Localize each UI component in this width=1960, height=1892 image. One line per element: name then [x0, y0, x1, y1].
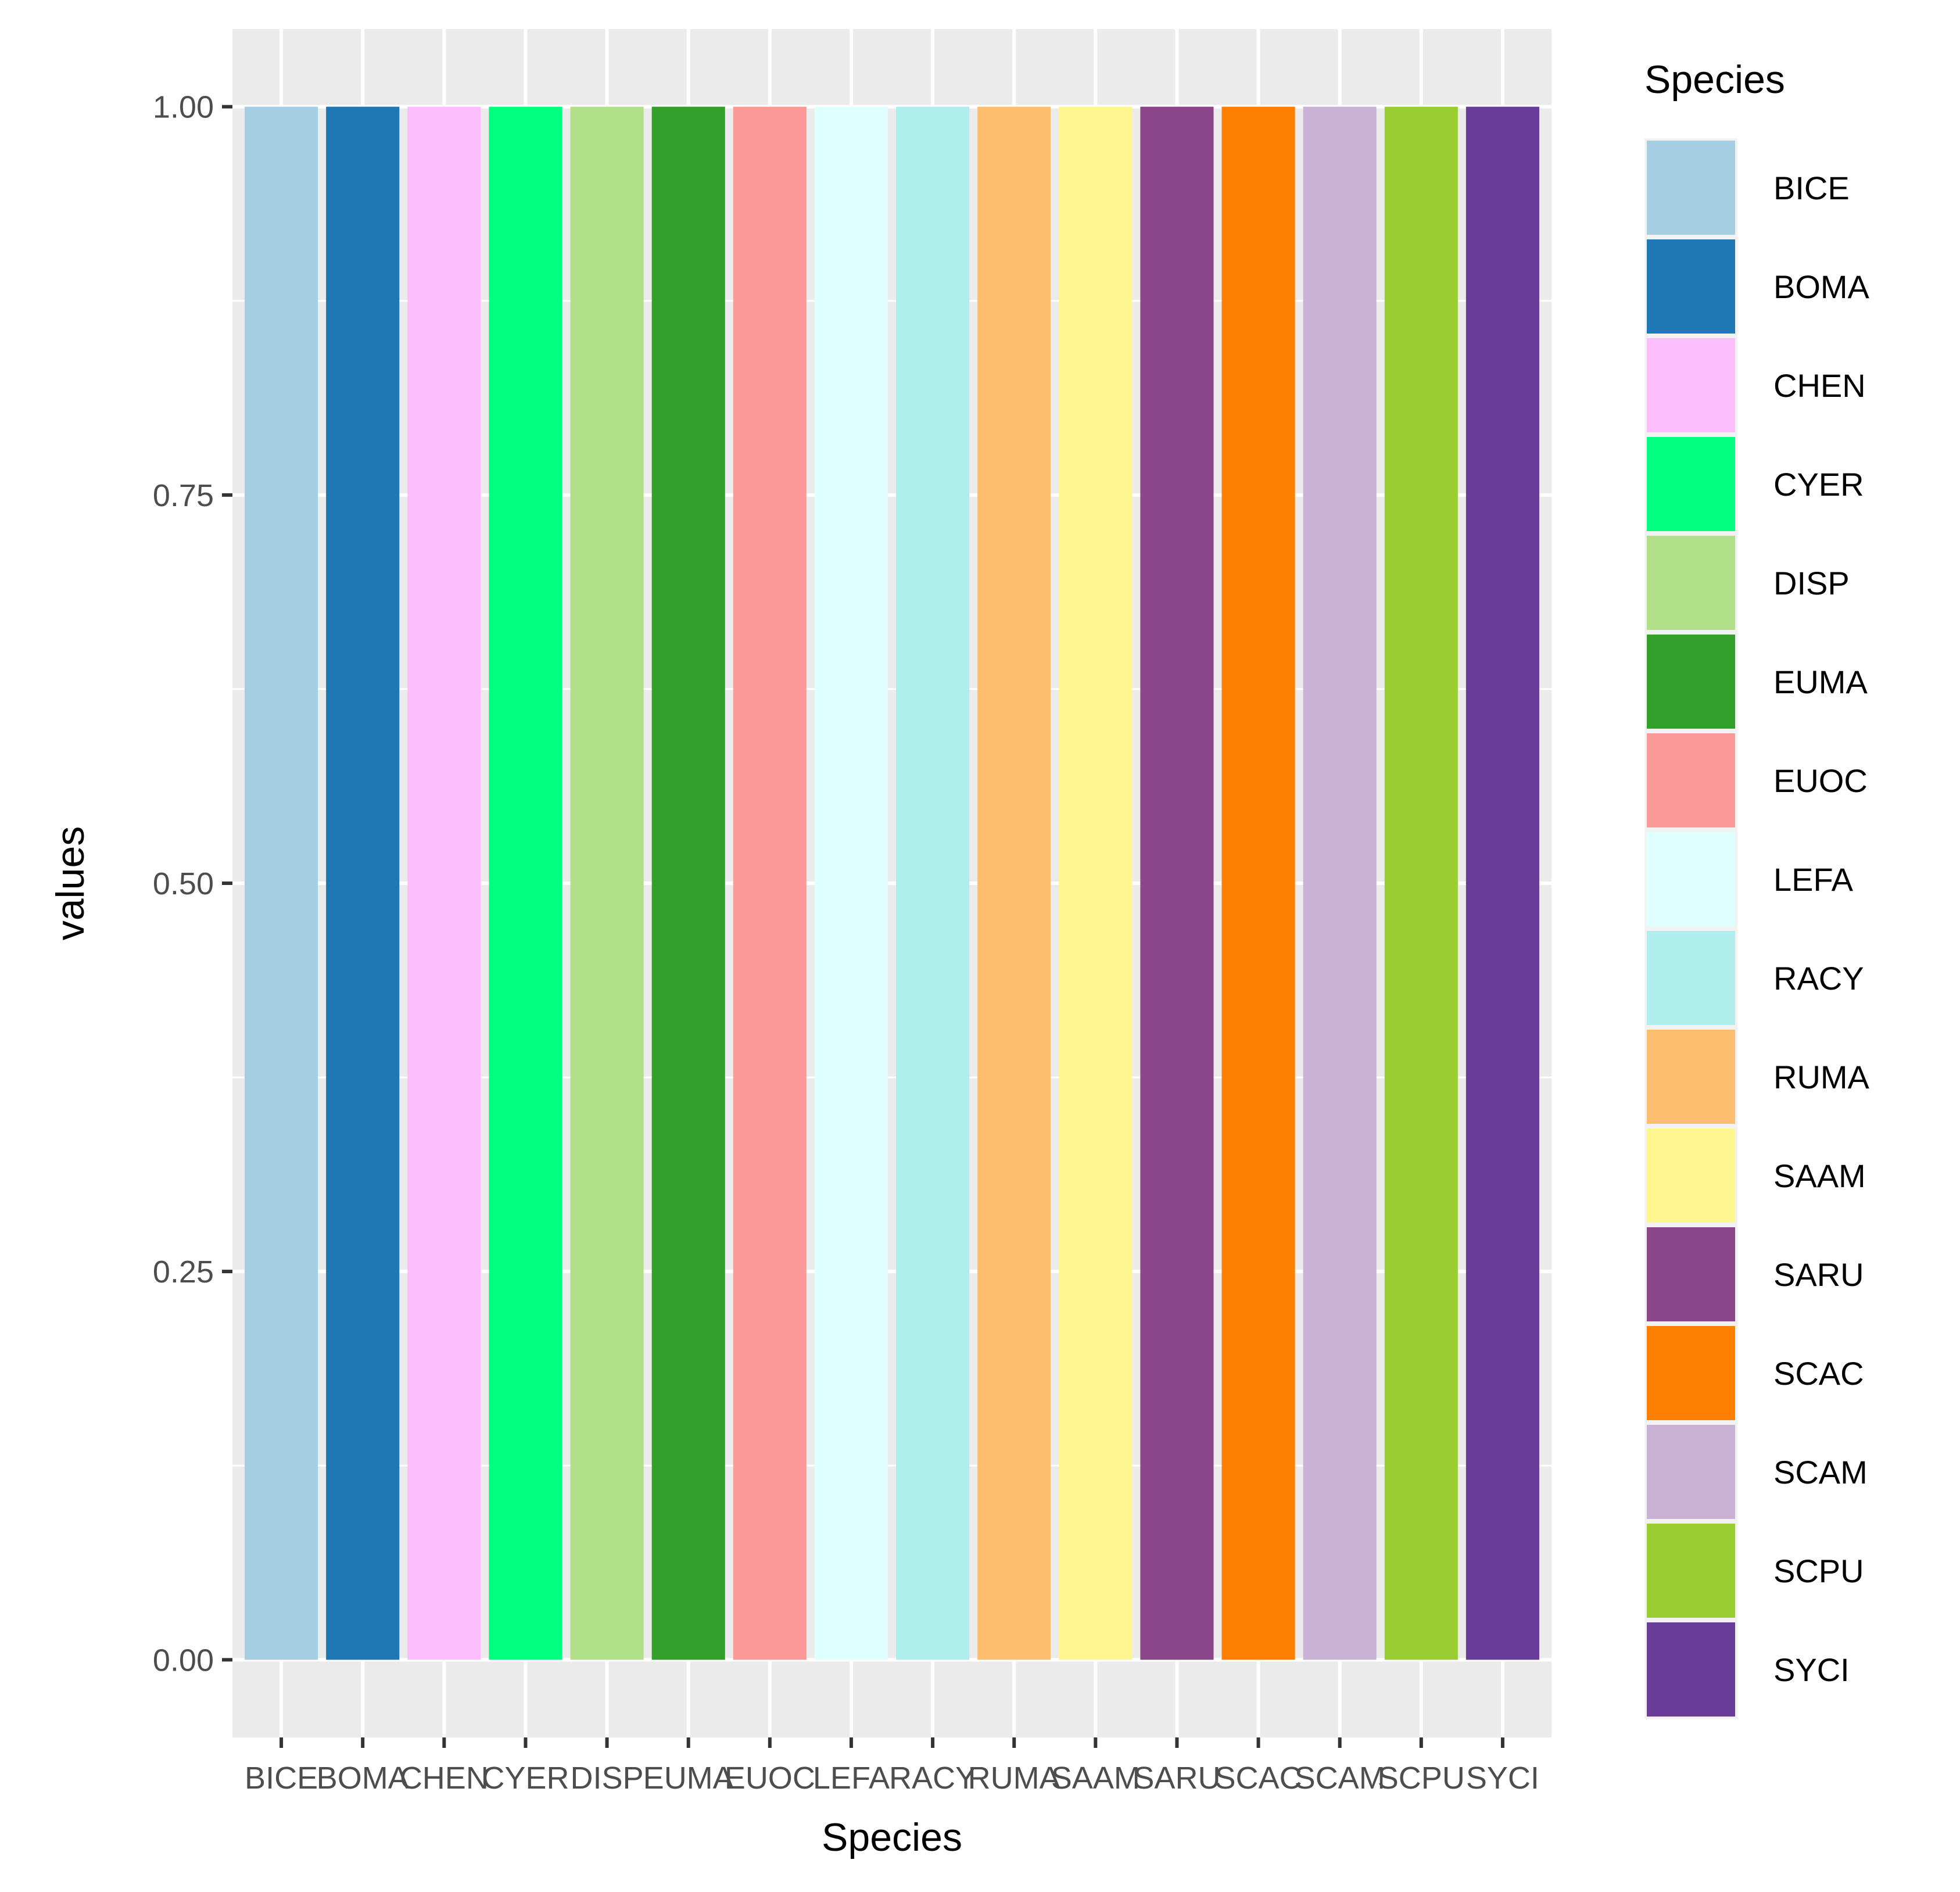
legend-label: EUOC	[1773, 762, 1868, 799]
legend-swatch	[1647, 437, 1735, 531]
legend-item-syci: SYCI	[1644, 1620, 1850, 1719]
legend-swatch	[1647, 1227, 1735, 1321]
legend-item-scam: SCAM	[1644, 1422, 1868, 1521]
legend-keys: BICE BOMA CHEN CYER DISP EUMA EUOC LEFA RACY RUMA…	[1644, 138, 1870, 1719]
bar-saam	[1059, 106, 1133, 1660]
bar-saru	[1140, 106, 1214, 1660]
x-tick-label: EUMA	[643, 1761, 734, 1796]
x-tick-label: CYER	[482, 1761, 569, 1796]
legend-item-cyer: CYER	[1644, 435, 1864, 533]
legend-swatch	[1647, 832, 1735, 926]
legend-label: CHEN	[1773, 367, 1866, 404]
x-tick-label: CHEN	[400, 1761, 489, 1796]
x-tick-label: SARU	[1133, 1761, 1220, 1796]
legend: Species BICE BOMA CHEN CYER DISP EUMA EUOC LEFA…	[1644, 58, 1870, 1719]
x-tick-label: SCPU	[1378, 1761, 1465, 1796]
legend-label: DISP	[1773, 565, 1850, 601]
bar-scac	[1221, 106, 1295, 1660]
legend-label: BOMA	[1773, 268, 1870, 305]
legend-swatch	[1647, 1326, 1735, 1420]
bar-euoc	[733, 106, 807, 1660]
legend-label: RACY	[1773, 960, 1864, 997]
legend-label: RUMA	[1773, 1059, 1870, 1095]
legend-swatch	[1647, 1622, 1735, 1717]
bars	[245, 106, 1539, 1660]
legend-item-scac: SCAC	[1644, 1324, 1864, 1422]
legend-item-racy: RACY	[1644, 929, 1864, 1027]
bar-disp	[570, 106, 644, 1660]
legend-label: SYCI	[1773, 1651, 1850, 1688]
legend-swatch	[1647, 635, 1735, 729]
x-tick-label: SYCI	[1466, 1761, 1539, 1796]
legend-item-euma: EUMA	[1644, 632, 1868, 731]
legend-swatch	[1647, 338, 1735, 432]
bar-boma	[326, 106, 400, 1660]
legend-label: SARU	[1773, 1256, 1864, 1293]
legend-label: SCAC	[1773, 1355, 1864, 1392]
legend-item-lefa: LEFA	[1644, 830, 1854, 929]
legend-item-saam: SAAM	[1644, 1126, 1866, 1225]
bar-scpu	[1384, 106, 1458, 1660]
y-tick-label: 0.50	[153, 866, 214, 901]
x-tick-label: SCAM	[1295, 1761, 1385, 1796]
legend-swatch	[1647, 239, 1735, 334]
y-tick-label: 1.00	[153, 90, 214, 125]
legend-item-bice: BICE	[1644, 138, 1850, 237]
legend-swatch	[1647, 1128, 1735, 1223]
legend-item-scpu: SCPU	[1644, 1521, 1864, 1620]
y-tick-label: 0.00	[153, 1643, 214, 1678]
legend-swatch	[1647, 1524, 1735, 1618]
legend-item-saru: SARU	[1644, 1225, 1864, 1324]
x-tick-label: LEFA	[813, 1761, 890, 1796]
bar-cyer	[489, 106, 562, 1660]
legend-item-ruma: RUMA	[1644, 1027, 1870, 1126]
y-axis: 0.00 0.25 0.50 0.75 1.00	[153, 90, 232, 1678]
legend-label: CYER	[1773, 466, 1864, 503]
legend-label: LEFA	[1773, 861, 1854, 898]
legend-title: Species	[1644, 58, 1785, 102]
legend-swatch	[1647, 1030, 1735, 1124]
y-axis-title: values	[48, 826, 92, 941]
legend-label: SCPU	[1773, 1553, 1864, 1589]
bar-syci	[1465, 106, 1539, 1660]
legend-swatch	[1647, 1425, 1735, 1519]
legend-label: EUMA	[1773, 664, 1868, 700]
legend-swatch	[1647, 141, 1735, 235]
y-tick-label: 0.25	[153, 1255, 214, 1289]
legend-item-disp: DISP	[1644, 533, 1850, 632]
bar-scam	[1303, 106, 1377, 1660]
x-axis-title: Species	[822, 1815, 962, 1859]
legend-swatch	[1647, 733, 1735, 827]
x-tick-label: EUOC	[725, 1761, 815, 1796]
x-tick-label: SAAM	[1051, 1761, 1140, 1796]
legend-swatch	[1647, 931, 1735, 1025]
bar-euma	[651, 106, 725, 1660]
bar-ruma	[977, 106, 1051, 1660]
legend-label: SCAM	[1773, 1454, 1868, 1490]
legend-item-boma: BOMA	[1644, 237, 1870, 336]
x-tick-label: BICE	[245, 1761, 318, 1796]
bar-bice	[245, 106, 318, 1660]
x-tick-label: BOMA	[317, 1761, 409, 1796]
bar-racy	[896, 106, 970, 1660]
legend-label: SAAM	[1773, 1158, 1866, 1194]
y-tick-label: 0.75	[153, 478, 214, 513]
bar-chen	[407, 106, 481, 1660]
x-tick-label: DISP	[571, 1761, 644, 1796]
x-tick-label: SCAC	[1215, 1761, 1302, 1796]
legend-item-chen: CHEN	[1644, 336, 1866, 435]
legend-item-euoc: EUOC	[1644, 731, 1868, 830]
x-tick-label: RUMA	[968, 1761, 1060, 1796]
legend-label: BICE	[1773, 170, 1850, 206]
x-tick-label: RACY	[889, 1761, 976, 1796]
bar-lefa	[814, 106, 888, 1660]
legend-swatch	[1647, 536, 1735, 630]
